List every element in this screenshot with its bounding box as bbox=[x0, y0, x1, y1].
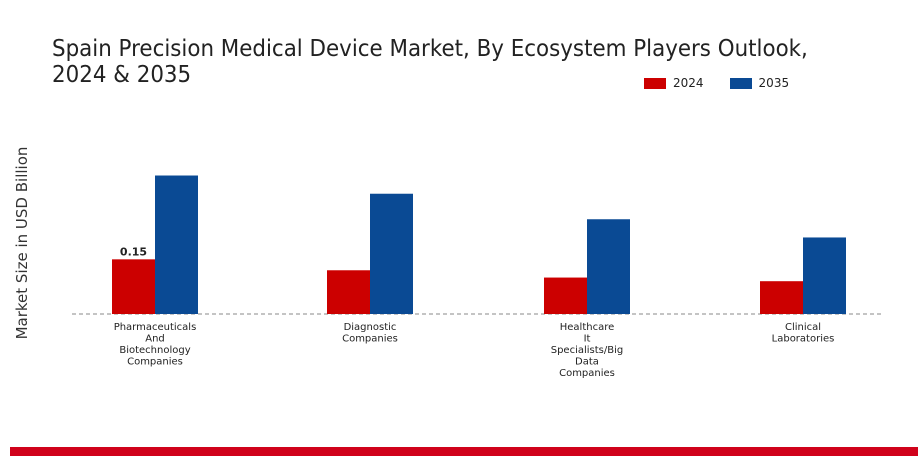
legend-swatch-2024 bbox=[644, 77, 666, 89]
legend-label-2024: 2024 bbox=[673, 76, 704, 90]
x-tick-label: And bbox=[145, 334, 165, 345]
x-tick-label: It bbox=[584, 334, 591, 345]
bar-2024-2 bbox=[544, 277, 587, 314]
x-tick-label: Pharmaceuticals bbox=[114, 322, 197, 333]
legend-item-2035: 2035 bbox=[729, 76, 790, 90]
bar-2035-1 bbox=[370, 193, 413, 314]
bar-2024-3 bbox=[760, 281, 803, 314]
x-tick-label: Companies bbox=[559, 368, 615, 379]
x-tick-label: Diagnostic bbox=[344, 322, 397, 333]
x-tick-label: Data bbox=[575, 357, 599, 368]
x-tick-label: Companies bbox=[127, 357, 183, 368]
x-tick-label: Laboratories bbox=[772, 334, 835, 345]
x-tick-label: Companies bbox=[342, 334, 398, 345]
chart-title: Spain Precision Medical Device Market, B… bbox=[52, 36, 815, 88]
footer-band bbox=[10, 447, 918, 456]
x-tick-label: Biotechnology bbox=[119, 345, 190, 356]
data-label: 0.15 bbox=[120, 245, 147, 258]
bar-2035-0 bbox=[155, 175, 198, 314]
x-tick-label: Clinical bbox=[785, 322, 821, 333]
legend-label-2035: 2035 bbox=[758, 76, 790, 90]
bar-2035-3 bbox=[803, 237, 846, 314]
x-tick-label: Healthcare bbox=[560, 322, 615, 333]
legend-item-2024: 2024 bbox=[644, 76, 704, 90]
bar-2024-1 bbox=[327, 270, 370, 314]
bar-2024-0 bbox=[112, 259, 155, 314]
legend-swatch-2035 bbox=[729, 77, 752, 89]
x-tick-label: Specialists/Big bbox=[551, 345, 624, 356]
legend: 2024 2035 bbox=[644, 76, 815, 90]
bar-2035-2 bbox=[587, 219, 630, 314]
